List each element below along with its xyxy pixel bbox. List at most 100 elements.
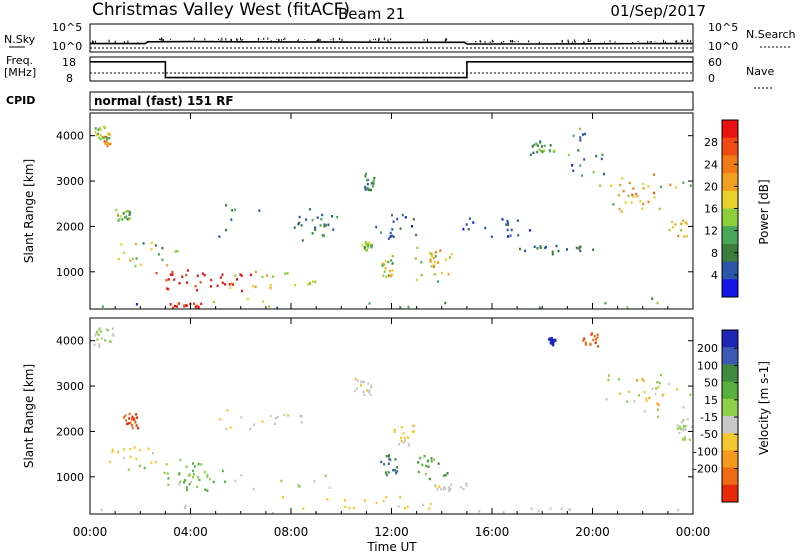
rti-cell xyxy=(300,421,303,424)
rti-cell xyxy=(400,426,403,429)
rti-cell xyxy=(188,482,191,486)
colorbar-tick-label: -15 xyxy=(700,411,718,424)
rti-cell xyxy=(394,458,397,461)
rti-cell xyxy=(363,393,366,397)
rti-cell xyxy=(430,264,433,268)
rti-cell xyxy=(656,301,659,305)
rti-cell xyxy=(324,224,327,227)
rti-cell xyxy=(490,235,493,238)
rti-cell xyxy=(645,399,648,403)
rti-cell xyxy=(677,509,680,512)
y-tick-label: 4000 xyxy=(56,335,84,348)
rti-cell xyxy=(328,486,331,489)
rti-cell xyxy=(380,231,382,234)
rti-cell xyxy=(364,188,367,191)
rti-cell xyxy=(620,210,623,213)
rti-cell xyxy=(668,228,671,232)
rti-cell xyxy=(135,257,138,260)
rti-cell xyxy=(150,248,153,251)
rti-cell xyxy=(442,486,445,489)
rti-cell xyxy=(429,502,432,506)
rti-cell xyxy=(690,425,693,429)
rti-cell xyxy=(228,283,231,286)
rti-cell xyxy=(136,416,139,419)
colorbar-tick-label: 15 xyxy=(704,394,718,407)
rti-cell xyxy=(185,304,188,307)
rti-cell xyxy=(577,149,580,152)
colorbar-tick-label: 50 xyxy=(704,377,718,390)
rti-cell xyxy=(678,431,681,435)
rti-cell xyxy=(537,509,540,513)
rti-cell xyxy=(622,189,625,193)
rti-cell xyxy=(123,416,126,419)
y-tick-label: 3000 xyxy=(56,175,84,188)
rti-cell xyxy=(484,226,487,230)
rti-cell xyxy=(389,274,392,278)
rti-cell xyxy=(677,427,680,430)
date-label: 01/Sep/2017 xyxy=(610,2,706,20)
rti-cell xyxy=(127,422,130,425)
rti-cell xyxy=(134,242,137,246)
rti-cell xyxy=(143,466,146,470)
rti-cell xyxy=(680,222,683,225)
rti-cell xyxy=(283,413,286,416)
rti-cell xyxy=(393,428,396,432)
rti-cell xyxy=(404,216,407,219)
colorbar-tick-label: 20 xyxy=(704,180,718,193)
rti-cell xyxy=(593,335,596,338)
rti-cell xyxy=(421,503,424,507)
rti-cell xyxy=(538,148,541,151)
rti-cell xyxy=(419,456,422,460)
rti-cell xyxy=(599,184,602,187)
rti-cell xyxy=(103,135,106,139)
rti-cell xyxy=(633,400,636,403)
rti-cell xyxy=(653,173,655,176)
rti-cell xyxy=(391,273,394,276)
rti-cell xyxy=(373,176,376,180)
rti-cell xyxy=(370,243,373,247)
rti-cell xyxy=(688,438,691,441)
rti-cell xyxy=(671,220,673,224)
rti-cell xyxy=(567,153,570,157)
rti-cell xyxy=(355,387,358,390)
rti-cell xyxy=(111,327,114,330)
rti-cell xyxy=(93,343,96,347)
rti-cell xyxy=(221,273,224,276)
rti-cell xyxy=(572,134,575,138)
rti-cell xyxy=(253,423,255,426)
rti-cell xyxy=(401,213,404,217)
rti-cell xyxy=(366,389,369,392)
rti-cell xyxy=(367,382,370,385)
rti-cell xyxy=(667,382,670,386)
rti-cell xyxy=(372,180,375,184)
rti-cell xyxy=(198,478,201,482)
rti-cell xyxy=(682,427,685,430)
rti-cell xyxy=(533,245,536,248)
rti-cell xyxy=(626,306,629,309)
rti-cell xyxy=(370,385,373,389)
rti-cell xyxy=(443,474,445,477)
rti-cell xyxy=(218,235,221,238)
rti-cell xyxy=(108,142,111,146)
power-heatmap xyxy=(94,125,692,310)
rti-cell xyxy=(676,424,679,427)
rti-cell xyxy=(460,486,463,489)
x-tick-label: 00:00 xyxy=(73,525,108,539)
rti-cell xyxy=(261,420,264,423)
rti-cell xyxy=(181,275,184,278)
rti-cell xyxy=(96,132,99,136)
x-tick-label: 16:00 xyxy=(475,525,510,539)
rti-cell xyxy=(530,507,533,510)
rti-cell xyxy=(240,274,243,277)
nsky-tick-top: 10^5 xyxy=(52,21,82,34)
nsky-label: N.Sky xyxy=(4,33,36,46)
rti-cell xyxy=(676,388,679,391)
power-y-axis: 1000 2000 3000 4000 xyxy=(56,130,693,279)
rti-cell xyxy=(465,482,468,485)
rti-cell xyxy=(557,249,560,253)
rti-cell xyxy=(392,220,395,223)
rti-cell xyxy=(311,232,314,235)
rti-cell xyxy=(391,254,394,258)
rti-cell xyxy=(189,480,192,484)
